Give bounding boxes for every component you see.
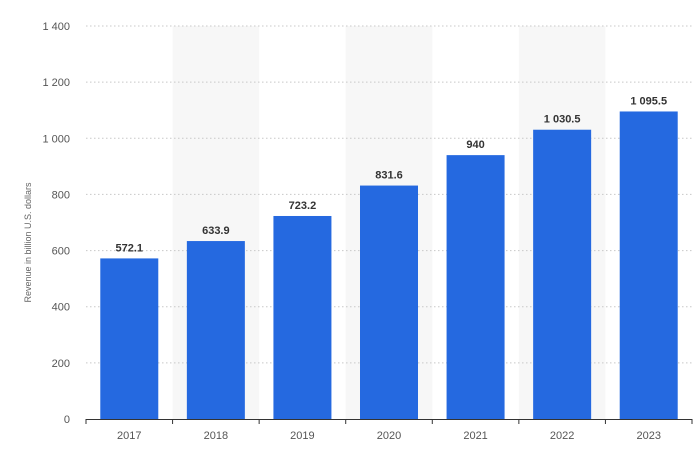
x-tick-label: 2017: [117, 430, 141, 442]
bar-2023[interactable]: [619, 111, 678, 419]
y-axis-title: Revenue in billion U.S. dollars: [23, 182, 33, 303]
x-tick-label: 2018: [204, 430, 228, 442]
y-tick-label: 0: [64, 414, 70, 426]
data-label-2021: 940: [466, 139, 484, 151]
y-tick-label: 800: [52, 189, 70, 201]
data-label-2022: 1 030.5: [544, 114, 581, 126]
data-label-2019: 723.2: [289, 200, 317, 212]
data-label-2017: 572.1: [116, 242, 144, 254]
x-tick-label: 2020: [377, 430, 401, 442]
y-tick-label: 400: [52, 302, 70, 314]
data-label-2020: 831.6: [375, 170, 403, 182]
bar-2020[interactable]: [360, 185, 418, 419]
bar-2021[interactable]: [446, 155, 505, 419]
y-tick-label: 1 200: [42, 77, 70, 89]
x-tick-label: 2022: [550, 430, 574, 442]
x-tick-label: 2023: [636, 430, 660, 442]
bar-2022[interactable]: [533, 129, 592, 419]
bar-2018[interactable]: [186, 241, 245, 419]
y-tick-label: 200: [52, 358, 70, 370]
x-tick-label: 2021: [463, 430, 487, 442]
x-tick-label: 2019: [290, 430, 314, 442]
y-tick-label: 1 400: [42, 21, 70, 33]
data-label-2018: 633.9: [202, 225, 230, 237]
data-labels: 572.1 633.9 723.2 831.6 940 1 030.5 1 095.5: [116, 95, 668, 254]
data-label-2023: 1 095.5: [630, 95, 667, 107]
y-axis-ticks: 0 200 400 600 800 1 000 1 200 1 400: [42, 21, 70, 426]
x-axis-ticks: 2017 2018 2019 2020 2021 2022 2023: [85, 419, 693, 442]
bar-2017[interactable]: [100, 258, 159, 419]
y-tick-label: 600: [52, 246, 70, 258]
y-tick-label: 1 000: [42, 133, 70, 145]
bars: [100, 111, 678, 419]
bar-2019[interactable]: [273, 215, 332, 419]
